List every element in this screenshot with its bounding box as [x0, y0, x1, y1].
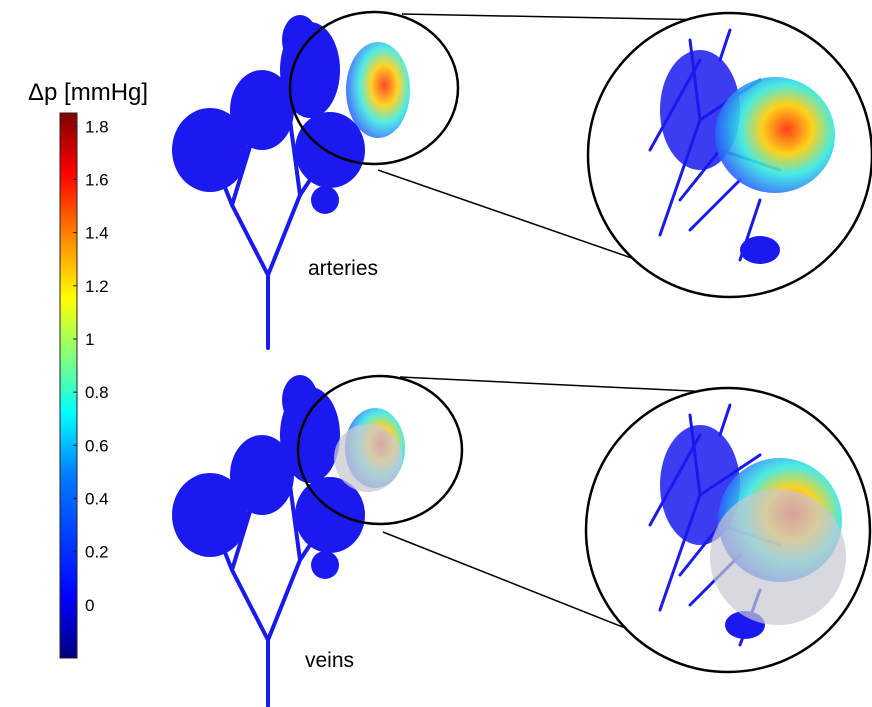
- colorbar-tick-label: 0.4: [85, 489, 109, 508]
- colorbar-tick-label: 0: [85, 596, 94, 615]
- arteries-zoom-line-bottom: [377, 169, 673, 273]
- colorbar-tick-label: 1.6: [85, 170, 109, 189]
- colorbar-tick-label: 0.8: [85, 383, 109, 402]
- colorbar-gradient: [59, 112, 78, 659]
- colorbar-tick-label: 1.2: [85, 277, 109, 296]
- colorbar-tick-label: 0.2: [85, 543, 109, 562]
- veins-inset-shaded-region: [710, 489, 846, 625]
- arteries-inset-hot-region: [715, 77, 835, 193]
- veins-zoom-circle: [296, 374, 464, 526]
- arteries-label: arteries: [308, 257, 378, 280]
- arteries-panel: arteries: [172, 10, 872, 350]
- arteries-hot-region: [346, 42, 410, 138]
- veins-zoom-line-top: [399, 376, 713, 393]
- arteries-tree-canopy: [172, 15, 365, 214]
- veins-panel: veins: [172, 374, 872, 707]
- colorbar-tick-label: 0.6: [85, 436, 109, 455]
- arteries-zoom-circle: [288, 10, 460, 166]
- colorbar-tick-label: 1.8: [85, 117, 109, 136]
- veins-tree-canopy: [172, 375, 365, 579]
- colorbar: Δp [mmHg] 1.8 1.6 1.4 1.2 1 0.8 0.6 0.4 0.2 0: [28, 79, 148, 659]
- colorbar-ticks: 1.8 1.6 1.4 1.2 1 0.8 0.6 0.4 0.2 0: [73, 117, 109, 615]
- arteries-zoom-line-top: [401, 13, 713, 21]
- colorbar-title: Δp [mmHg]: [28, 79, 148, 106]
- veins-zoom-line-bottom: [382, 531, 669, 646]
- veins-shaded-region: [334, 424, 402, 492]
- colorbar-tick-label: 1.4: [85, 224, 109, 243]
- veins-label: veins: [305, 649, 354, 672]
- colorbar-tick-label: 1: [85, 330, 94, 349]
